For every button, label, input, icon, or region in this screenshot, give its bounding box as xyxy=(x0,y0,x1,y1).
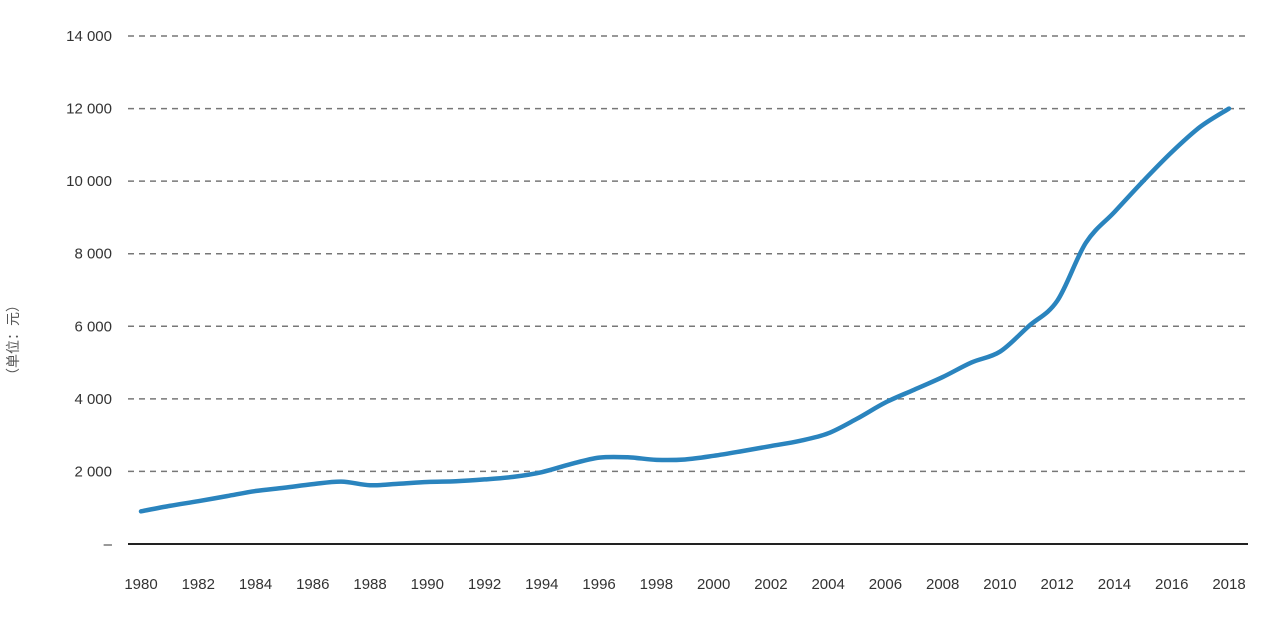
x-tick-label: 2016 xyxy=(1155,576,1188,593)
y-tick-label: 2 000 xyxy=(74,463,112,480)
y-tick-label: 14 000 xyxy=(66,28,112,45)
y-tick-label: – xyxy=(104,536,113,553)
x-tick-label: 2010 xyxy=(983,576,1016,593)
x-tick-label: 1982 xyxy=(182,576,215,593)
x-tick-label: 1990 xyxy=(411,576,444,593)
series-line xyxy=(138,106,1232,514)
x-tick-label: 2000 xyxy=(697,576,730,593)
x-tick-label: 1992 xyxy=(468,576,501,593)
y-axis-ticks: – 2 000 4 000 6 000 8 000 10 000 12 000 14 000 xyxy=(66,28,113,553)
y-tick-label: 10 000 xyxy=(66,173,112,190)
x-tick-label: 2018 xyxy=(1212,576,1245,593)
y-axis-label: （单位：元） xyxy=(6,298,22,382)
x-tick-label: 2002 xyxy=(754,576,787,593)
x-tick-label: 1988 xyxy=(353,576,386,593)
x-tick-label: 1998 xyxy=(640,576,673,593)
x-tick-label: 1986 xyxy=(296,576,329,593)
x-axis-ticks: 1980 1982 1984 1986 1988 1990 1992 1994 1996 1998… xyxy=(124,576,1245,593)
x-tick-label: 2008 xyxy=(926,576,959,593)
series-layer xyxy=(138,106,1232,514)
y-tick-label: 6 000 xyxy=(74,318,112,335)
x-tick-label: 2006 xyxy=(869,576,902,593)
x-tick-label: 1980 xyxy=(124,576,157,593)
y-tick-label: 8 000 xyxy=(74,246,112,263)
x-tick-label: 1996 xyxy=(582,576,615,593)
x-tick-label: 1984 xyxy=(239,576,272,593)
x-tick-label: 2012 xyxy=(1041,576,1074,593)
y-tick-label: 12 000 xyxy=(66,101,112,118)
x-tick-label: 1994 xyxy=(525,576,558,593)
x-tick-label: 2014 xyxy=(1098,576,1131,593)
x-tick-label: 2004 xyxy=(811,576,844,593)
y-tick-label: 4 000 xyxy=(74,391,112,408)
